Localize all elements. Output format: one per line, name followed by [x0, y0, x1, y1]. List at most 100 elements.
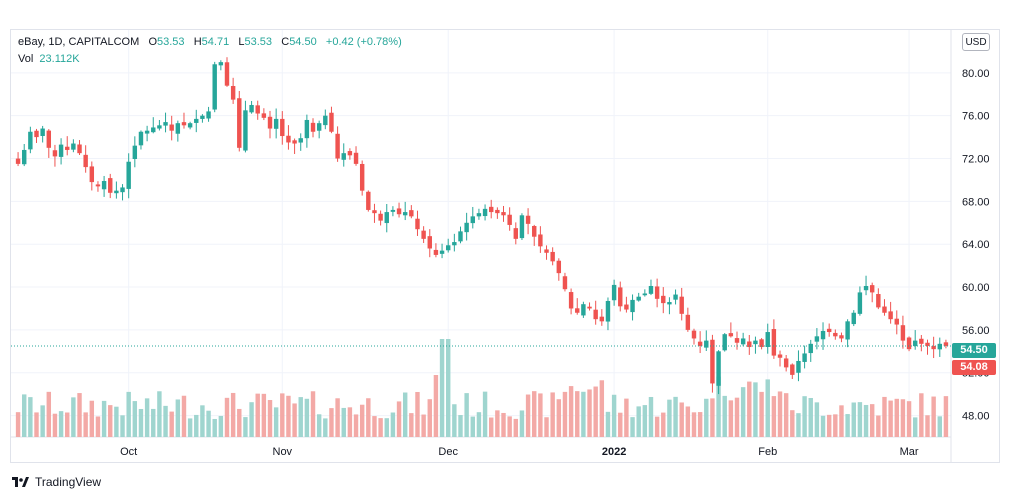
volume-bar: [513, 418, 519, 437]
candle-body: [906, 337, 912, 350]
candle-body: [151, 127, 156, 133]
volume-bar: [71, 397, 76, 437]
candle-body: [495, 209, 500, 214]
candle-body: [796, 360, 801, 373]
candle-body: [261, 113, 267, 118]
volume-bar: [587, 389, 592, 437]
volume-bar: [114, 406, 119, 437]
volume-bar: [814, 402, 820, 437]
volume-bar: [329, 408, 334, 437]
volume-bar: [943, 396, 949, 437]
volume-bar: [108, 405, 113, 437]
y-tick-label: 64.00: [962, 239, 990, 251]
candle-body: [34, 130, 39, 138]
volume-bar: [427, 399, 432, 437]
volume-bar: [507, 416, 512, 437]
candle-body: [46, 130, 52, 148]
candle-body: [777, 354, 783, 358]
candle-body: [470, 216, 475, 224]
candle-body: [120, 187, 125, 193]
volume-bar: [77, 393, 82, 437]
candle-body: [667, 302, 672, 305]
candle-body: [685, 314, 691, 330]
candle-body: [108, 178, 113, 193]
grid: [11, 30, 951, 437]
volume-bar: [851, 402, 856, 437]
volume-bar: [341, 407, 346, 437]
candle-body: [212, 64, 217, 110]
volume-bar: [857, 402, 863, 437]
volume-bar: [316, 414, 322, 437]
volume-bar: [218, 415, 224, 437]
volume-bar: [845, 414, 850, 437]
volume-bar: [710, 398, 715, 437]
candle-body: [636, 296, 641, 301]
volume-bar: [568, 386, 574, 437]
candle-body: [642, 293, 648, 296]
volume-bar: [882, 396, 887, 437]
volume-bar: [138, 408, 144, 437]
volume-bar: [126, 391, 131, 437]
candle-body: [568, 292, 574, 309]
legend-high: 54.71: [201, 36, 230, 48]
volume-bar: [132, 401, 138, 437]
volume-bar: [937, 416, 942, 437]
candle-body: [673, 294, 678, 300]
currency-button[interactable]: USD: [962, 33, 990, 51]
candle-body: [802, 353, 807, 362]
candle-body: [409, 210, 414, 217]
candle-body: [267, 116, 273, 129]
volume-bar: [888, 400, 893, 437]
volume-bar: [89, 400, 95, 437]
volume-bar: [747, 381, 752, 437]
volume-bar: [826, 414, 832, 437]
volume-bar: [593, 386, 598, 437]
legend-close-label: C: [281, 36, 290, 48]
volume-bar: [894, 398, 899, 437]
candle-body: [310, 122, 316, 132]
volume-bar: [575, 391, 580, 437]
volume-bar: [482, 391, 488, 437]
candle-body: [501, 212, 506, 216]
volume-bar: [237, 408, 242, 437]
legend-high-label: H: [193, 36, 202, 48]
candle-body: [624, 304, 629, 310]
candle-body: [200, 115, 205, 119]
volume-bar: [433, 375, 439, 437]
volume-bar: [15, 412, 21, 437]
candle-body: [489, 206, 494, 213]
volume-bar: [101, 400, 107, 437]
volume-bar: [667, 399, 672, 437]
candle-body: [347, 151, 353, 156]
candle-body: [931, 345, 936, 350]
volume-bar: [740, 387, 746, 437]
legend-symbol: eBay, 1D, CAPITALCOM: [18, 36, 140, 48]
candle-body: [95, 184, 101, 187]
candle-body: [876, 294, 881, 308]
last-price-tag: 54.50: [952, 343, 996, 358]
volume-bar: [151, 408, 156, 437]
candle-body: [138, 131, 144, 146]
volume-bar: [34, 412, 39, 437]
candle-body: [538, 234, 543, 247]
volume-bar: [390, 412, 396, 437]
candle-body: [734, 338, 740, 343]
candle-body: [513, 228, 519, 239]
candle-body: [654, 286, 660, 299]
volume-bar: [212, 418, 217, 437]
candle-body: [697, 341, 703, 346]
candle-body: [679, 296, 684, 314]
volume-bar: [267, 400, 273, 437]
candle-body: [458, 231, 463, 242]
volume-bar: [421, 414, 426, 437]
candle-body: [716, 351, 721, 386]
candle-body: [790, 364, 795, 375]
candle-body: [323, 115, 328, 126]
volume-bar: [163, 405, 168, 437]
tradingview-brand[interactable]: TradingView: [12, 475, 101, 489]
volume-bar: [292, 403, 297, 437]
candle-body: [378, 213, 383, 221]
candle-body: [341, 153, 346, 160]
candle-body: [396, 208, 402, 215]
